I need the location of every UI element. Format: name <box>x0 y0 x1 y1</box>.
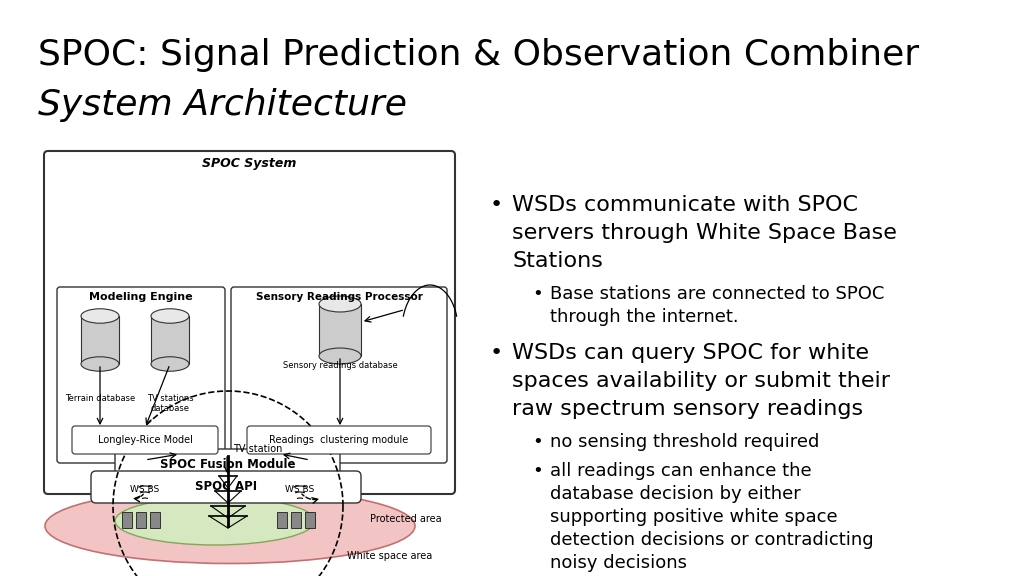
Text: •: • <box>490 195 503 215</box>
Text: all readings can enhance the: all readings can enhance the <box>550 462 812 480</box>
Text: through the internet.: through the internet. <box>550 308 738 326</box>
Text: •: • <box>490 343 503 363</box>
Text: detection decisions or contradicting: detection decisions or contradicting <box>550 531 873 549</box>
Bar <box>136 512 146 528</box>
Bar <box>122 512 132 528</box>
Text: database decision by either: database decision by either <box>550 485 801 503</box>
Text: TV stations
database: TV stations database <box>146 394 194 414</box>
Text: Longley-Rice Model: Longley-Rice Model <box>97 435 193 445</box>
Ellipse shape <box>319 296 361 312</box>
Text: Sensory readings database: Sensory readings database <box>283 361 397 370</box>
Text: Base stations are connected to SPOC: Base stations are connected to SPOC <box>550 285 885 303</box>
Text: spaces availability or submit their: spaces availability or submit their <box>512 371 890 391</box>
Text: Terrain database: Terrain database <box>65 394 135 403</box>
Bar <box>305 512 315 528</box>
Text: supporting positive white space: supporting positive white space <box>550 508 838 526</box>
FancyBboxPatch shape <box>44 151 455 494</box>
Text: noisy decisions: noisy decisions <box>550 554 687 572</box>
Ellipse shape <box>45 488 415 563</box>
Text: SPOC API: SPOC API <box>195 480 257 494</box>
Ellipse shape <box>151 309 189 323</box>
Text: WSDs communicate with SPOC: WSDs communicate with SPOC <box>512 195 858 215</box>
Bar <box>291 512 301 528</box>
Text: raw spectrum sensory readings: raw spectrum sensory readings <box>512 399 863 419</box>
Text: WSDs can query SPOC for white: WSDs can query SPOC for white <box>512 343 869 363</box>
Bar <box>81 316 119 364</box>
Ellipse shape <box>81 309 119 323</box>
Text: Protected area: Protected area <box>370 514 441 524</box>
Text: WS BS: WS BS <box>286 485 314 494</box>
Text: Modeling Engine: Modeling Engine <box>89 292 193 302</box>
Text: servers through White Space Base: servers through White Space Base <box>512 223 897 243</box>
Text: Readings  clustering module: Readings clustering module <box>269 435 409 445</box>
FancyBboxPatch shape <box>231 287 447 463</box>
Bar <box>278 512 287 528</box>
Bar <box>319 304 361 356</box>
Text: no sensing threshold required: no sensing threshold required <box>550 433 819 451</box>
Text: White space area: White space area <box>347 551 432 561</box>
Bar <box>150 512 160 528</box>
Ellipse shape <box>319 348 361 364</box>
Ellipse shape <box>115 497 315 545</box>
Text: •: • <box>532 285 543 303</box>
Text: TV station: TV station <box>233 444 283 454</box>
FancyBboxPatch shape <box>57 287 225 463</box>
FancyBboxPatch shape <box>91 471 361 503</box>
Text: SPOC System: SPOC System <box>203 157 297 170</box>
Text: SPOC: Signal Prediction & Observation Combiner: SPOC: Signal Prediction & Observation Co… <box>38 38 920 72</box>
Bar <box>151 316 189 364</box>
Ellipse shape <box>81 357 119 371</box>
Text: •: • <box>532 462 543 480</box>
FancyBboxPatch shape <box>72 426 218 454</box>
Text: System Architecture: System Architecture <box>38 88 407 122</box>
Text: Sensory Readings Processor: Sensory Readings Processor <box>256 292 423 302</box>
FancyBboxPatch shape <box>115 449 340 481</box>
Text: WS BS: WS BS <box>130 485 160 494</box>
Ellipse shape <box>151 357 189 371</box>
Text: SPOC Fusion Module: SPOC Fusion Module <box>160 458 295 472</box>
Text: Stations: Stations <box>512 251 603 271</box>
FancyBboxPatch shape <box>247 426 431 454</box>
Text: •: • <box>532 433 543 451</box>
